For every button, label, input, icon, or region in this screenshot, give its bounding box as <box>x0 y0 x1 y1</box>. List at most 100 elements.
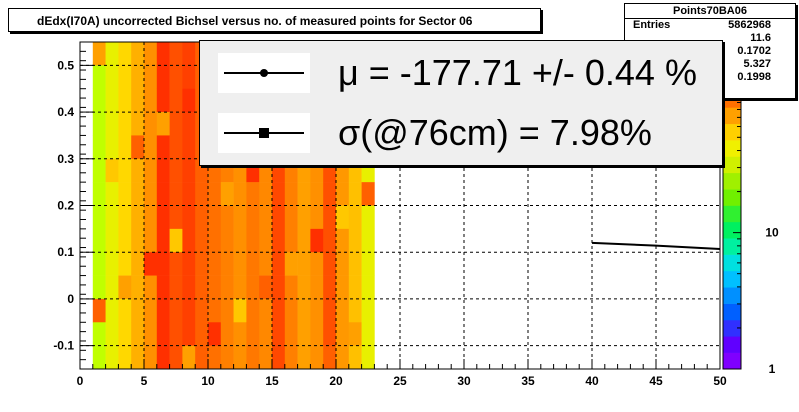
heatmap-cell <box>118 65 132 90</box>
heatmap-cell <box>182 135 196 160</box>
heatmap-cell <box>233 205 247 230</box>
heatmap-cell <box>156 298 170 323</box>
y-tick-label: 0.3 <box>57 152 74 166</box>
heatmap-cell <box>131 158 145 183</box>
x-tick-label: 20 <box>329 374 343 388</box>
heatmap-cell <box>233 298 247 323</box>
heatmap-cell <box>169 135 183 160</box>
heatmap-cell <box>272 252 286 276</box>
heatmap-cell <box>336 345 350 370</box>
heatmap-cell <box>323 275 337 300</box>
heatmap-cell <box>92 252 106 276</box>
heatmap-cell <box>220 182 234 206</box>
heatmap-cell <box>336 322 350 346</box>
stats-value: 5862968 <box>728 19 771 31</box>
heatmap-cell <box>323 252 337 276</box>
heatmap-cell <box>272 345 286 370</box>
heatmap-cell <box>92 65 106 90</box>
heatmap-cell <box>297 228 311 253</box>
heatmap-cell <box>208 252 222 276</box>
heatmap-cell <box>131 298 145 323</box>
heatmap-cell <box>361 228 375 253</box>
heatmap-cell <box>348 322 362 346</box>
heatmap-cell <box>156 228 170 253</box>
heatmap-cell <box>144 112 158 136</box>
heatmap-cell <box>92 275 106 300</box>
legend-symbol-circle <box>218 53 310 93</box>
heatmap-cell <box>182 322 196 346</box>
heatmap-cell <box>182 252 196 276</box>
heatmap-cell <box>144 298 158 323</box>
heatmap-cell <box>361 182 375 206</box>
heatmap-cell <box>310 252 324 276</box>
heatmap-cell <box>144 275 158 300</box>
heatmap-cell <box>144 65 158 90</box>
legend-text-mu: μ = -177.71 +/- 0.44 % <box>338 52 697 93</box>
heatmap-cell <box>259 205 273 230</box>
colorbar-band <box>723 287 741 304</box>
heatmap-cell <box>272 205 286 230</box>
heatmap-cell <box>144 158 158 183</box>
heatmap-cell <box>118 135 132 160</box>
heatmap-cell <box>131 88 145 113</box>
stats-row: 0.1998 <box>625 71 795 84</box>
heatmap-cell <box>284 182 298 206</box>
heatmap-cell <box>208 205 222 230</box>
x-tick-label: 5 <box>141 374 148 388</box>
heatmap-cell <box>182 112 196 136</box>
heatmap-cell <box>182 275 196 300</box>
colorbar-band <box>723 254 741 272</box>
heatmap-cell <box>348 228 362 253</box>
legend-text-sigma: σ(@76cm) = 7.98% <box>338 112 652 153</box>
heatmap-cell <box>310 228 324 253</box>
heatmap-cell <box>195 275 209 300</box>
heatmap-cell <box>323 345 337 370</box>
fit-legend: μ = -177.71 +/- 0.44 % σ(@76cm) = 7.98% <box>199 40 723 166</box>
heatmap-cell <box>144 88 158 113</box>
heatmap-cell <box>246 228 260 253</box>
heatmap-cell <box>297 252 311 276</box>
stats-value: 0.1998 <box>737 71 771 83</box>
heatmap-cell <box>310 182 324 206</box>
heatmap-cell <box>220 228 234 253</box>
heatmap-cell <box>131 65 145 90</box>
heatmap-cell <box>182 42 196 66</box>
heatmap-cell <box>348 298 362 323</box>
mean-curve-line <box>591 241 721 250</box>
x-tick-label: 45 <box>649 374 663 388</box>
stats-value: 11.6 <box>750 32 771 44</box>
heatmap-cell <box>169 322 183 346</box>
colorbar-band <box>723 156 741 174</box>
heatmap-cell <box>156 252 170 276</box>
heatmap-cell <box>92 228 106 253</box>
colorbar-band <box>723 107 741 125</box>
colorbar-band <box>723 140 741 157</box>
heatmap-cell <box>105 205 119 230</box>
heatmap-cell <box>169 275 183 300</box>
heatmap-cell <box>169 112 183 136</box>
heatmap-cell <box>220 205 234 230</box>
heatmap-cell <box>310 322 324 346</box>
heatmap-cell <box>105 345 119 370</box>
heatmap-cell <box>310 345 324 370</box>
colorbar-tick-label: 1 <box>769 362 776 376</box>
heatmap-cell <box>105 252 119 276</box>
heatmap-cell <box>284 345 298 370</box>
heatmap-cell <box>131 112 145 136</box>
colorbar-band <box>723 352 741 370</box>
heatmap-cell <box>144 42 158 66</box>
heatmap-cell <box>348 275 362 300</box>
heatmap-cell <box>118 112 132 136</box>
heatmap-cell <box>361 322 375 346</box>
stats-row: 11.6 <box>625 32 795 45</box>
heatmap-cell <box>297 205 311 230</box>
heatmap-cell <box>336 182 350 206</box>
heatmap-cell <box>348 252 362 276</box>
heatmap-cell <box>156 112 170 136</box>
heatmap-cell <box>156 345 170 370</box>
heatmap-cell <box>118 298 132 323</box>
heatmap-cell <box>259 275 273 300</box>
heatmap-cell <box>118 42 132 66</box>
heatmap-cell <box>336 205 350 230</box>
heatmap-cell <box>169 88 183 113</box>
